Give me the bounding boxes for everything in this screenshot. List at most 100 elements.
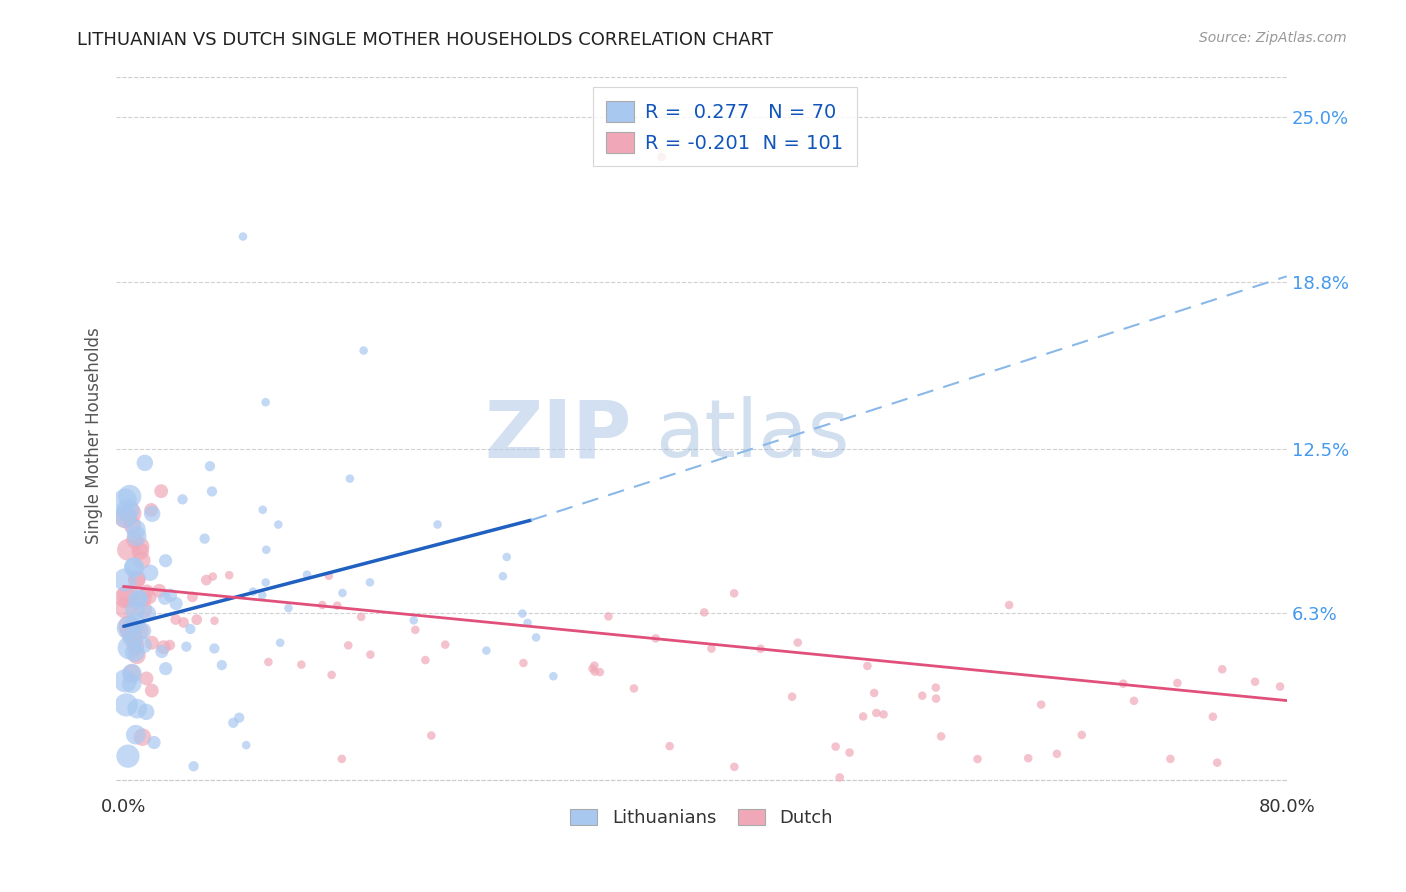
- Point: [242, 584, 264, 599]
- Point: [321, 668, 343, 682]
- Point: [1268, 680, 1291, 694]
- Point: [492, 569, 515, 583]
- Point: [135, 705, 157, 719]
- Point: [125, 529, 148, 543]
- Point: [129, 544, 152, 558]
- Point: [138, 590, 160, 604]
- Point: [195, 573, 218, 587]
- Point: [202, 641, 225, 656]
- Point: [150, 644, 173, 658]
- Point: [150, 484, 173, 499]
- Point: [863, 686, 886, 700]
- Point: [204, 614, 226, 628]
- Point: [148, 583, 170, 598]
- Point: [420, 729, 443, 743]
- Point: [131, 730, 153, 744]
- Point: [524, 631, 547, 645]
- Point: [415, 653, 437, 667]
- Point: [252, 502, 274, 516]
- Point: [350, 610, 373, 624]
- Point: [1031, 698, 1053, 712]
- Point: [786, 635, 808, 649]
- Point: [1070, 728, 1092, 742]
- Point: [495, 549, 517, 564]
- Point: [121, 666, 143, 681]
- Point: [141, 503, 163, 517]
- Point: [114, 510, 136, 524]
- Point: [872, 707, 894, 722]
- Point: [658, 739, 681, 753]
- Point: [516, 615, 538, 630]
- Point: [124, 645, 146, 659]
- Point: [966, 752, 988, 766]
- Point: [623, 681, 645, 696]
- Point: [693, 606, 716, 620]
- Point: [118, 619, 141, 633]
- Point: [124, 639, 146, 653]
- Point: [589, 665, 612, 679]
- Point: [250, 588, 273, 602]
- Point: [512, 607, 534, 621]
- Point: [198, 459, 221, 474]
- Point: [359, 648, 381, 662]
- Point: [228, 711, 250, 725]
- Point: [598, 609, 620, 624]
- Point: [183, 759, 205, 773]
- Point: [114, 600, 136, 615]
- Point: [125, 648, 148, 663]
- Point: [311, 598, 333, 612]
- Point: [143, 735, 166, 749]
- Point: [121, 630, 143, 644]
- Point: [1211, 662, 1233, 676]
- Point: [1046, 747, 1069, 761]
- Point: [254, 575, 277, 590]
- Point: [125, 573, 148, 587]
- Point: [141, 636, 163, 650]
- Point: [1206, 756, 1229, 770]
- Point: [131, 591, 153, 606]
- Point: [929, 730, 952, 744]
- Point: [127, 592, 149, 607]
- Point: [865, 706, 887, 720]
- Point: [254, 395, 277, 409]
- Point: [1017, 751, 1039, 765]
- Point: [132, 638, 155, 652]
- Point: [235, 738, 257, 752]
- Point: [1202, 710, 1225, 724]
- Point: [114, 509, 136, 524]
- Point: [1112, 676, 1135, 690]
- Point: [543, 669, 565, 683]
- Point: [723, 760, 745, 774]
- Point: [583, 658, 606, 673]
- Point: [125, 728, 148, 742]
- Point: [176, 640, 198, 654]
- Point: [583, 665, 606, 679]
- Point: [512, 656, 534, 670]
- Point: [295, 567, 318, 582]
- Point: [925, 691, 948, 706]
- Point: [1159, 752, 1181, 766]
- Point: [856, 659, 879, 673]
- Point: [122, 632, 145, 647]
- Point: [121, 518, 143, 533]
- Point: [1166, 676, 1188, 690]
- Point: [122, 561, 145, 575]
- Point: [700, 641, 723, 656]
- Point: [135, 672, 157, 686]
- Point: [218, 568, 240, 582]
- Point: [404, 623, 426, 637]
- Point: [254, 542, 277, 557]
- Point: [173, 615, 195, 630]
- Point: [644, 632, 666, 646]
- Point: [134, 456, 156, 470]
- Point: [222, 715, 245, 730]
- Point: [124, 603, 146, 617]
- Point: [117, 503, 139, 517]
- Point: [124, 615, 146, 630]
- Point: [475, 643, 498, 657]
- Point: [911, 689, 934, 703]
- Point: [267, 517, 290, 532]
- Point: [159, 638, 181, 652]
- Y-axis label: Single Mother Households: Single Mother Households: [86, 327, 103, 544]
- Point: [211, 658, 233, 673]
